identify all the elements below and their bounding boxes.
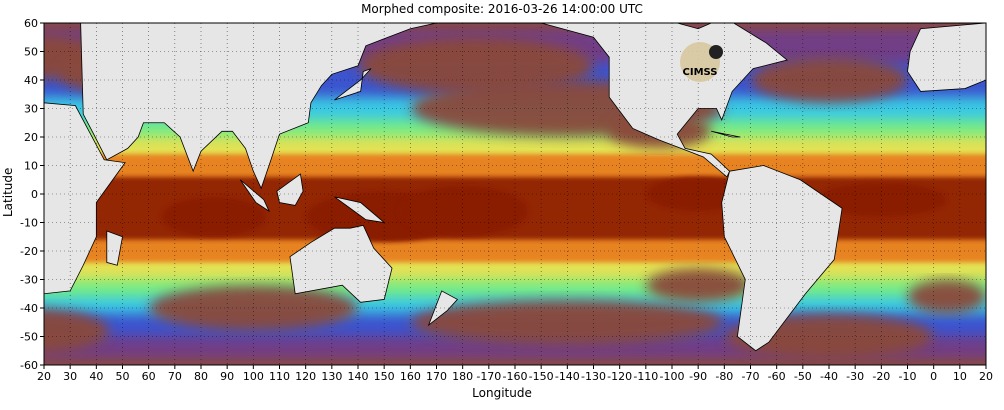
svg-text:CIMSS: CIMSS	[683, 67, 718, 78]
x-tick-label: 20	[37, 370, 51, 383]
x-tick-label: -80	[715, 370, 733, 383]
x-tick-label: -50	[794, 370, 812, 383]
x-tick-label: 50	[116, 370, 130, 383]
x-tick-label: -10	[899, 370, 917, 383]
x-tick-label: -70	[742, 370, 760, 383]
x-tick-label: -120	[607, 370, 632, 383]
x-tick-label: 60	[142, 370, 156, 383]
x-tick-labels: 20 30 40 50 60 70 80 90 100 110 120 130 140 150 160 170…	[37, 365, 993, 383]
x-tick-label: -130	[581, 370, 606, 383]
cimss-logo: CIMSS	[680, 42, 723, 82]
x-tick-label: 0	[930, 370, 937, 383]
x-tick-label: -150	[529, 370, 554, 383]
x-tick-label: -140	[555, 370, 580, 383]
y-tick-label: -20	[20, 245, 38, 258]
y-tick-label: -40	[20, 302, 38, 315]
y-tick-label: 60	[24, 17, 38, 30]
x-tick-label: 40	[89, 370, 103, 383]
x-tick-label: 100	[243, 370, 264, 383]
y-tick-label: -10	[20, 217, 38, 230]
y-tick-label: 10	[24, 160, 38, 173]
x-tick-label: -110	[633, 370, 658, 383]
y-tick-label: 30	[24, 103, 38, 116]
x-tick-label: 170	[426, 370, 447, 383]
x-tick-label: 90	[220, 370, 234, 383]
x-tick-label: -60	[768, 370, 786, 383]
y-tick-labels: 60 50 40 30 20 10 0 -10 -20 -30 -40 -50 -60	[20, 17, 44, 372]
x-tick-label: 10	[953, 370, 967, 383]
x-tick-label: -100	[660, 370, 685, 383]
x-tick-label: 130	[321, 370, 342, 383]
y-tick-label: 40	[24, 74, 38, 87]
x-tick-label: 150	[374, 370, 395, 383]
x-tick-label: 20	[979, 370, 993, 383]
x-tick-label: 70	[168, 370, 182, 383]
y-tick-label: -50	[20, 331, 38, 344]
y-tick-label: -60	[20, 359, 38, 372]
x-tick-label: -170	[476, 370, 501, 383]
x-tick-label: 80	[194, 370, 208, 383]
x-tick-label: 160	[400, 370, 421, 383]
y-tick-label: 0	[31, 188, 38, 201]
x-tick-label: -90	[689, 370, 707, 383]
x-tick-label: -40	[820, 370, 838, 383]
map-title: Morphed composite: 2016-03-26 14:00:00 U…	[361, 2, 643, 16]
x-tick-label: -160	[503, 370, 528, 383]
y-tick-label: 50	[24, 46, 38, 59]
x-tick-label: -20	[872, 370, 890, 383]
x-tick-label: 110	[269, 370, 290, 383]
y-tick-label: -30	[20, 274, 38, 287]
x-tick-label: 180	[452, 370, 473, 383]
x-tick-label: -30	[846, 370, 864, 383]
x-tick-label: 30	[63, 370, 77, 383]
x-tick-label: 140	[348, 370, 369, 383]
x-axis-label: Longitude	[472, 386, 532, 400]
y-tick-label: 20	[24, 131, 38, 144]
x-tick-label: 120	[295, 370, 316, 383]
lat-lon-grid	[44, 23, 986, 365]
